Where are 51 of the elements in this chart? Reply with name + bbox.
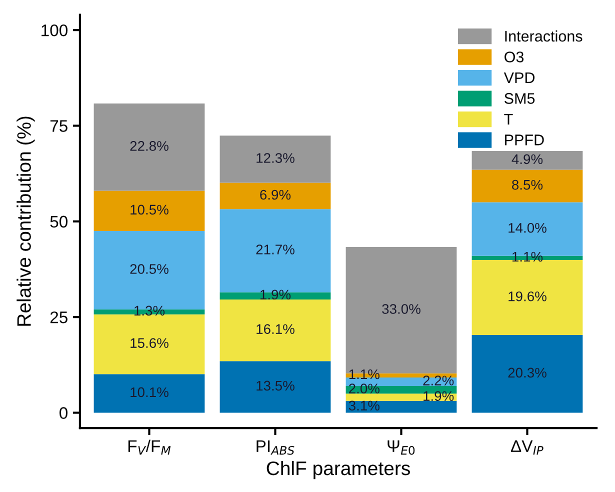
data-label: 12.3% <box>256 153 294 163</box>
bar <box>220 361 331 413</box>
bar <box>346 400 457 413</box>
data-label: 3.1% <box>348 400 380 411</box>
legend-label: Interactions <box>505 30 582 42</box>
data-label: 2.0% <box>349 384 380 394</box>
y-tick-label: 25 <box>50 311 68 324</box>
data-label: 2.2% <box>423 376 454 386</box>
data-label: 8.5% <box>512 180 543 190</box>
data-label: 19.6% <box>508 291 546 302</box>
bar <box>94 190 205 231</box>
x-tick-label: ΔV$_{IP}$ <box>510 440 544 455</box>
data-label: 1.9% <box>424 391 454 401</box>
data-label: 6.9% <box>260 190 291 200</box>
bar <box>94 374 205 413</box>
bar <box>94 104 205 191</box>
data-label: 15.6% <box>130 338 168 348</box>
y-axis-title: Relative contribution (%) <box>16 116 35 326</box>
y-tick-label: 100 <box>42 24 68 36</box>
x-axis-title: ChlF parameters <box>266 460 410 480</box>
data-label: 14.0% <box>508 222 546 233</box>
bar <box>472 335 583 413</box>
data-label: 13.5% <box>256 380 294 391</box>
x-tick-label: PI$_{ABS}$ <box>256 440 294 455</box>
y-tick-label: 0 <box>60 407 68 419</box>
data-label: 21.7% <box>256 244 294 254</box>
bar <box>220 136 331 183</box>
y-tick-label: 75 <box>50 120 68 132</box>
legend-label: SM5 <box>504 93 535 104</box>
data-label: 1.9% <box>260 290 291 300</box>
legend-label: VPD <box>504 72 535 83</box>
data-label: 16.1% <box>256 324 294 334</box>
legend-label: O3 <box>504 52 524 62</box>
x-tick-label: F$_{V}$/F$_{M}$ <box>128 440 171 455</box>
bar <box>472 170 583 202</box>
data-label: 22.8% <box>130 141 168 151</box>
bar <box>472 150 583 170</box>
y-tick-label: 50 <box>50 216 68 228</box>
bar <box>94 314 205 374</box>
data-label: 4.9% <box>512 154 543 164</box>
bar <box>220 299 331 362</box>
x-tick-label: Ψ$_{E0}$ <box>388 440 415 455</box>
legend-label: PPFD <box>505 134 544 146</box>
data-label: 20.5% <box>130 264 168 274</box>
bar <box>472 260 583 336</box>
data-label: 10.1% <box>130 387 168 398</box>
data-label: 20.3% <box>508 368 546 378</box>
bar <box>220 182 331 210</box>
legend-label: T <box>504 114 513 124</box>
data-label: 33.0% <box>382 304 420 314</box>
data-label: 10.5% <box>130 204 168 215</box>
